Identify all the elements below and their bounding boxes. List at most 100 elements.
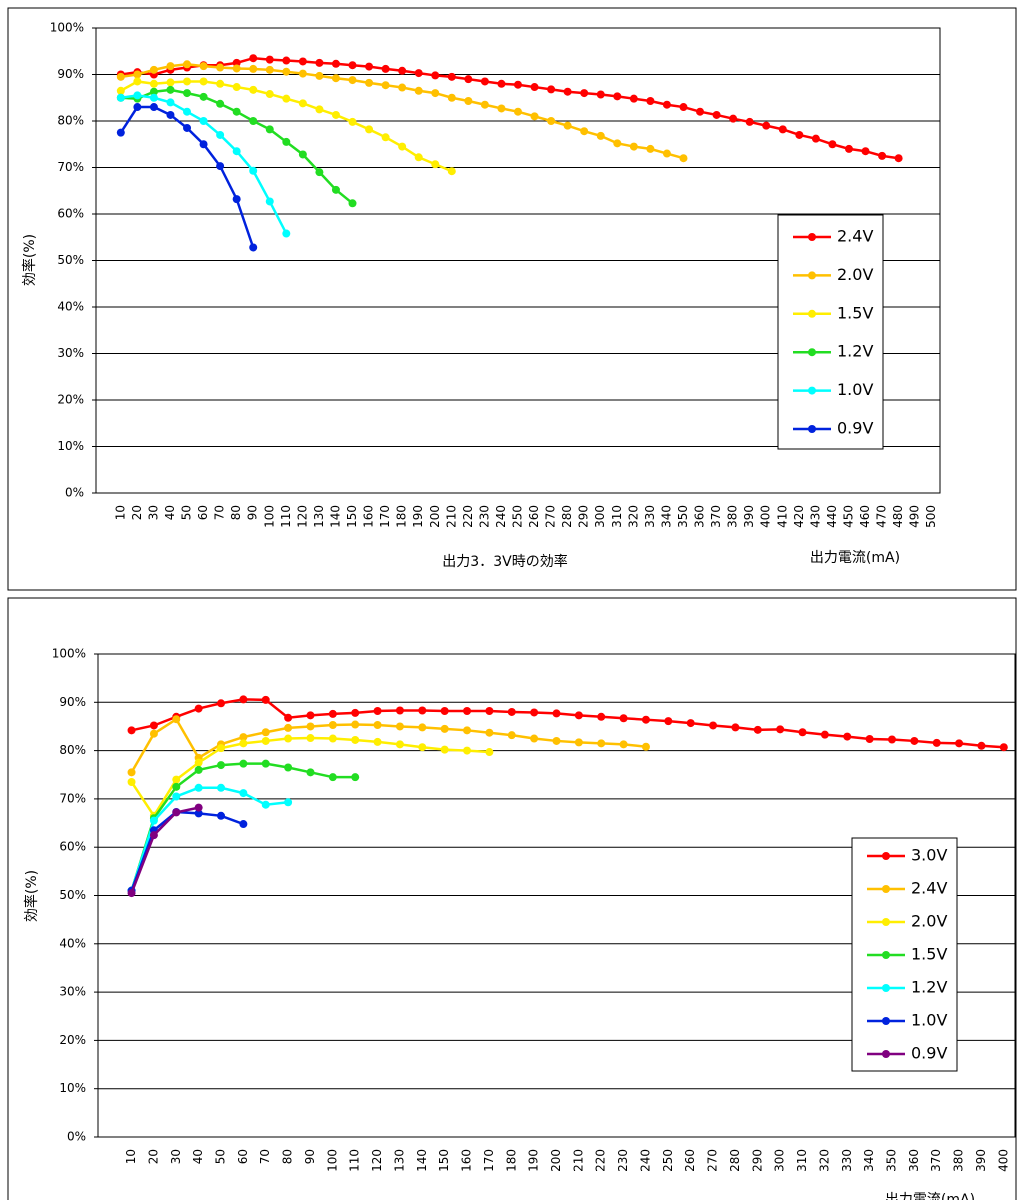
legend-swatch bbox=[808, 386, 816, 395]
data-point bbox=[497, 104, 506, 113]
data-point bbox=[507, 707, 516, 716]
data-point bbox=[398, 83, 407, 92]
x-tick-label: 70 bbox=[258, 1149, 272, 1164]
x-tick-label: 190 bbox=[411, 505, 425, 528]
data-point bbox=[395, 706, 404, 715]
y-axis-label: 効率(%) bbox=[21, 234, 38, 286]
data-point bbox=[216, 63, 225, 72]
data-point bbox=[431, 160, 440, 169]
data-point bbox=[194, 783, 203, 792]
legend-swatch bbox=[882, 852, 890, 860]
data-point bbox=[249, 64, 258, 73]
x-tick-label: 20 bbox=[130, 505, 144, 520]
data-point bbox=[597, 739, 606, 748]
data-point bbox=[464, 75, 473, 84]
y-tick-label: 20% bbox=[57, 393, 84, 407]
legend-swatch bbox=[808, 271, 816, 280]
x-tick-label: 360 bbox=[693, 505, 707, 528]
data-point bbox=[315, 105, 324, 114]
legend-label: 1.0V bbox=[837, 380, 873, 399]
data-point bbox=[910, 736, 919, 745]
data-point bbox=[753, 725, 762, 734]
x-tick-label: 180 bbox=[504, 1149, 518, 1172]
data-point bbox=[596, 90, 605, 99]
y-tick-label: 0% bbox=[67, 1130, 86, 1144]
data-point bbox=[563, 121, 572, 130]
x-tick-label: 280 bbox=[728, 1149, 742, 1172]
data-point bbox=[172, 792, 181, 801]
data-point bbox=[613, 139, 622, 148]
chart-title: 出力3．3V時の効率 bbox=[442, 553, 567, 570]
data-point bbox=[629, 142, 638, 151]
data-point bbox=[485, 706, 494, 715]
data-point bbox=[199, 117, 208, 125]
data-point bbox=[619, 714, 628, 723]
data-point bbox=[398, 66, 407, 75]
data-point bbox=[955, 739, 964, 748]
y-tick-label: 40% bbox=[59, 936, 86, 950]
data-point bbox=[282, 56, 291, 65]
data-point bbox=[348, 199, 357, 208]
x-tick-label: 360 bbox=[907, 1149, 921, 1172]
data-point bbox=[199, 92, 208, 101]
data-point bbox=[348, 76, 357, 85]
y-tick-label: 30% bbox=[59, 985, 86, 999]
data-point bbox=[261, 728, 270, 737]
data-point bbox=[629, 94, 638, 103]
x-tick-label: 20 bbox=[146, 1149, 160, 1164]
data-point bbox=[282, 229, 291, 238]
data-point bbox=[328, 773, 337, 782]
data-point bbox=[530, 708, 539, 717]
data-point bbox=[395, 722, 404, 731]
data-point bbox=[306, 711, 315, 720]
data-point bbox=[217, 761, 226, 770]
x-tick-label: 310 bbox=[610, 505, 624, 528]
data-point bbox=[679, 154, 688, 163]
x-tick-label: 30 bbox=[169, 1149, 183, 1164]
x-tick-label: 190 bbox=[527, 1149, 541, 1172]
data-point bbox=[166, 85, 175, 94]
data-point bbox=[149, 103, 158, 112]
data-point bbox=[414, 153, 423, 162]
data-point bbox=[127, 768, 136, 777]
data-point bbox=[418, 706, 427, 715]
x-tick-label: 30 bbox=[146, 505, 160, 520]
data-point bbox=[194, 803, 203, 812]
x-tick-label: 310 bbox=[795, 1149, 809, 1172]
x-tick-label: 490 bbox=[908, 505, 922, 528]
data-point bbox=[284, 798, 293, 807]
legend-label: 1.2V bbox=[911, 978, 947, 997]
data-point bbox=[580, 127, 589, 136]
data-point bbox=[709, 721, 718, 730]
data-point bbox=[133, 91, 142, 100]
y-tick-label: 100% bbox=[52, 647, 86, 661]
data-point bbox=[365, 78, 374, 87]
x-tick-label: 180 bbox=[395, 505, 409, 528]
data-point bbox=[729, 114, 738, 123]
data-point bbox=[795, 130, 804, 139]
data-point bbox=[373, 737, 382, 746]
x-tick-label: 380 bbox=[952, 1149, 966, 1172]
x-tick-label: 350 bbox=[676, 505, 690, 528]
data-point bbox=[282, 94, 291, 103]
x-tick-label: 250 bbox=[511, 505, 525, 528]
x-tick-label: 210 bbox=[571, 1149, 585, 1172]
data-point bbox=[149, 65, 158, 74]
x-tick-label: 100 bbox=[325, 1149, 339, 1172]
data-point bbox=[149, 93, 158, 102]
x-tick-label: 440 bbox=[825, 505, 839, 528]
data-point bbox=[731, 723, 740, 732]
data-point bbox=[217, 811, 226, 820]
x-tick-label: 120 bbox=[295, 505, 309, 528]
y-tick-label: 0% bbox=[65, 486, 84, 500]
series-line bbox=[130, 786, 289, 892]
data-point bbox=[745, 117, 754, 126]
y-tick-label: 30% bbox=[57, 346, 84, 360]
x-tick-label: 290 bbox=[577, 505, 591, 528]
data-point bbox=[216, 79, 225, 88]
x-tick-label: 290 bbox=[750, 1149, 764, 1172]
y-tick-label: 10% bbox=[59, 1081, 86, 1095]
data-point bbox=[811, 134, 820, 143]
data-point bbox=[133, 70, 142, 79]
data-point bbox=[485, 728, 494, 737]
